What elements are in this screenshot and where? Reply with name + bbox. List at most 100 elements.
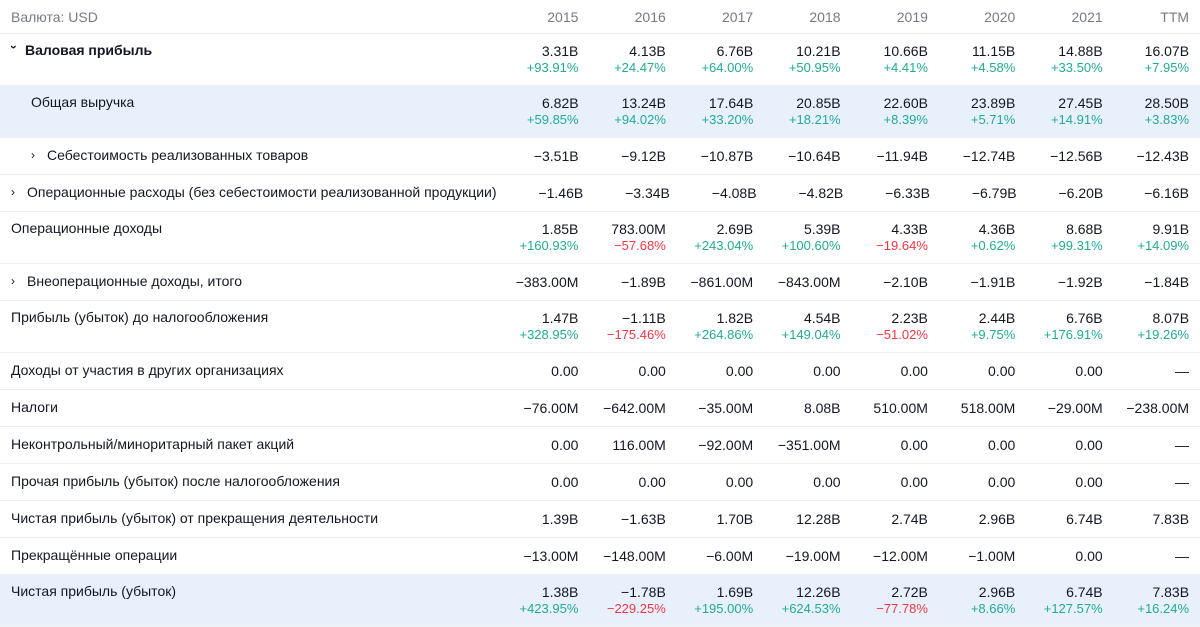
cell-value: 5.39B bbox=[803, 221, 841, 237]
cell-value: 27.45B bbox=[1058, 95, 1103, 111]
table-row[interactable]: › Операционные расходы (без себестоимости… bbox=[0, 175, 1200, 212]
value-cell: 0.00 bbox=[753, 362, 840, 380]
table-row[interactable]: › Себестоимость реализованных товаров −3.5… bbox=[0, 138, 1200, 175]
row-label-text: Налоги bbox=[11, 399, 58, 415]
cell-value: −843.00M bbox=[777, 274, 841, 290]
change-percent: +5.71% bbox=[970, 112, 1016, 127]
cell-value: 12.28B bbox=[796, 511, 841, 527]
row-label: › Операционные расходы (без себестоимости… bbox=[0, 184, 497, 200]
value-cell: 28.50B +3.83% bbox=[1103, 94, 1200, 128]
row-label: Доходы от участия в других организациях bbox=[0, 362, 491, 378]
cell-value: −1.92B bbox=[1057, 274, 1103, 290]
cell-value: 0.00 bbox=[551, 363, 579, 379]
chevron-right-icon[interactable]: › bbox=[11, 274, 15, 288]
value-cell: 0.00 bbox=[491, 473, 578, 491]
value-cell: 116.00M bbox=[578, 436, 665, 454]
value-cell: 7.83B +16.24% bbox=[1103, 583, 1200, 617]
cell-value: −642.00M bbox=[603, 400, 666, 416]
cell-value: −35.00M bbox=[698, 400, 754, 416]
table-row: Доходы от участия в других организациях 0… bbox=[0, 353, 1200, 390]
value-cell: 1.69B +195.00% bbox=[666, 583, 753, 617]
cell-value: 20.85B bbox=[796, 95, 841, 111]
value-cell: −10.87B bbox=[666, 147, 754, 165]
change-percent: +160.93% bbox=[519, 238, 579, 253]
change-percent: +4.58% bbox=[970, 60, 1016, 75]
cell-value: 6.76B bbox=[1066, 310, 1103, 326]
change-percent: −51.02% bbox=[876, 327, 928, 342]
cell-value: 7.83B bbox=[1152, 511, 1190, 527]
cell-value: 6.76B bbox=[716, 43, 754, 59]
cell-value: 6.74B bbox=[1066, 511, 1103, 527]
value-cell: −1.89B bbox=[578, 273, 666, 291]
table-row[interactable]: › Валовая прибыль 3.31B +93.91% 4.13B +24.47%… bbox=[0, 34, 1200, 86]
table-row: Прекращённые операции −13.00M −148.00M −6.0… bbox=[0, 538, 1200, 575]
row-label-text: Доходы от участия в других организациях bbox=[11, 362, 284, 378]
cell-value: 0.00 bbox=[1075, 437, 1103, 453]
cell-value: 12.26B bbox=[796, 584, 841, 600]
cell-value: 8.08B bbox=[803, 400, 841, 416]
cell-value: −1.78B bbox=[621, 584, 666, 600]
change-percent: +14.91% bbox=[1050, 112, 1103, 127]
value-cell: 0.00 bbox=[841, 473, 928, 491]
cell-value: 0.00 bbox=[1075, 363, 1103, 379]
cell-value: 783.00M bbox=[611, 221, 666, 237]
cell-value: −19.00M bbox=[785, 548, 841, 564]
value-cell: 13.24B +94.02% bbox=[579, 94, 666, 128]
cell-value: 6.82B bbox=[542, 95, 579, 111]
cell-value: −6.79B bbox=[971, 185, 1017, 201]
change-percent: +64.00% bbox=[701, 60, 754, 75]
table-row[interactable]: › Внеоперационные доходы, итого −383.00M −1… bbox=[0, 264, 1200, 301]
value-cell: 23.89B +5.71% bbox=[928, 94, 1015, 128]
value-cell: 783.00M −57.68% bbox=[578, 220, 665, 254]
change-percent: +624.53% bbox=[781, 601, 841, 616]
value-cell: 518.00M bbox=[928, 399, 1015, 417]
cell-value: 2.74B bbox=[891, 511, 928, 527]
value-cell: 1.85B +160.93% bbox=[491, 220, 578, 254]
cell-value: 0.00 bbox=[1075, 474, 1103, 490]
cell-value: −12.56B bbox=[1050, 148, 1103, 164]
value-cell: 0.00 bbox=[491, 436, 578, 454]
change-percent: +3.83% bbox=[1144, 112, 1190, 127]
chevron-right-icon[interactable]: › bbox=[11, 185, 15, 199]
change-percent: +50.95% bbox=[788, 60, 841, 75]
year-header: 2019 bbox=[896, 8, 928, 25]
value-cell: −12.74B bbox=[928, 147, 1016, 165]
value-cell: −10.64B bbox=[753, 147, 841, 165]
row-label-text: Операционные расходы (без себестоимости … bbox=[27, 184, 497, 200]
cell-value: 0.00 bbox=[725, 363, 754, 379]
cell-value: 0.00 bbox=[813, 363, 841, 379]
cell-value: 0.00 bbox=[725, 474, 754, 490]
cell-value: 0.00 bbox=[900, 363, 928, 379]
cell-value: 0.00 bbox=[638, 363, 666, 379]
value-cell: 2.72B −77.78% bbox=[841, 583, 928, 617]
change-percent: +149.04% bbox=[781, 327, 841, 342]
value-cell: 6.74B bbox=[1015, 510, 1103, 528]
chevron-right-icon[interactable]: › bbox=[31, 148, 35, 162]
change-percent: +8.66% bbox=[970, 601, 1016, 616]
row-label-text: Операционные доходы bbox=[11, 220, 163, 236]
value-cell: — bbox=[1103, 473, 1200, 491]
value-cell: −13.00M bbox=[491, 547, 579, 565]
change-percent: +9.75% bbox=[970, 327, 1016, 342]
year-header: 2015 bbox=[547, 8, 579, 25]
value-cell: 8.08B bbox=[753, 399, 841, 417]
chevron-down-icon[interactable]: › bbox=[7, 45, 21, 49]
cell-value: 510.00M bbox=[873, 400, 928, 416]
value-cell: −1.00M bbox=[928, 547, 1015, 565]
cell-value: −4.08B bbox=[711, 185, 757, 201]
change-percent: −175.46% bbox=[606, 327, 666, 342]
value-cell: 2.96B bbox=[928, 510, 1016, 528]
value-cell: 4.54B +149.04% bbox=[753, 309, 841, 343]
value-cell: — bbox=[1103, 362, 1200, 380]
value-cell: 0.00 bbox=[1015, 436, 1102, 454]
row-label: Чистая прибыль (убыток) bbox=[0, 583, 491, 599]
cell-value: −9.12B bbox=[621, 148, 666, 164]
value-cell: −29.00M bbox=[1015, 399, 1103, 417]
value-cell: 1.70B bbox=[666, 510, 754, 528]
cell-value: −238.00M bbox=[1126, 400, 1190, 416]
row-label: › Валовая прибыль bbox=[0, 42, 491, 58]
change-percent: +328.95% bbox=[519, 327, 579, 342]
cell-value: 28.50B bbox=[1144, 95, 1190, 111]
row-label-text: Внеоперационные доходы, итого bbox=[27, 273, 242, 289]
value-cell: 8.68B +99.31% bbox=[1015, 220, 1103, 254]
